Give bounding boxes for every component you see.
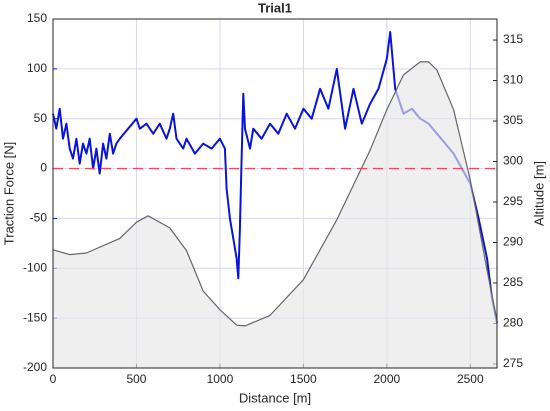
x-axis-label: Distance [m]	[239, 390, 311, 405]
y2-tick-label: 315	[503, 32, 523, 46]
y-tick-label: -200	[23, 360, 47, 374]
plot-frame	[52, 18, 498, 369]
chart-title: Trial1	[258, 0, 292, 15]
y2-tick-label: 275	[503, 356, 523, 370]
y-tick-label: -100	[23, 260, 47, 274]
y2-tick-label: 280	[503, 316, 523, 330]
y-tick-label: 0	[40, 161, 47, 175]
y2-tick-label: 290	[503, 235, 523, 249]
area	[53, 61, 497, 369]
y2-tick-label: 310	[503, 73, 523, 87]
x-tick-label: 2000	[373, 372, 400, 386]
y2-tick-label: 285	[503, 275, 523, 289]
y2-tick-label: 295	[503, 194, 523, 208]
y2-axis-label: Altitude [m]	[531, 161, 546, 226]
x-tick-label: 2500	[457, 372, 484, 386]
y-tick-label: 50	[34, 111, 48, 125]
y-tick-label: -50	[30, 211, 48, 225]
y-tick-label: 100	[27, 61, 47, 75]
force-line	[52, 31, 498, 324]
x-tick-label: 1500	[290, 372, 317, 386]
x-tick-label: 1000	[207, 372, 234, 386]
y-tick-label: 150	[27, 11, 47, 25]
altitude-line	[52, 61, 498, 327]
y2-tick-label: 300	[503, 154, 523, 168]
x-tick-label: 500	[126, 372, 146, 386]
x-tick-label: 0	[50, 372, 57, 386]
y-tick-label: -150	[23, 310, 47, 324]
y-axis-label: Traction Force [N]	[1, 142, 16, 246]
y2-tick-label: 305	[503, 113, 523, 127]
